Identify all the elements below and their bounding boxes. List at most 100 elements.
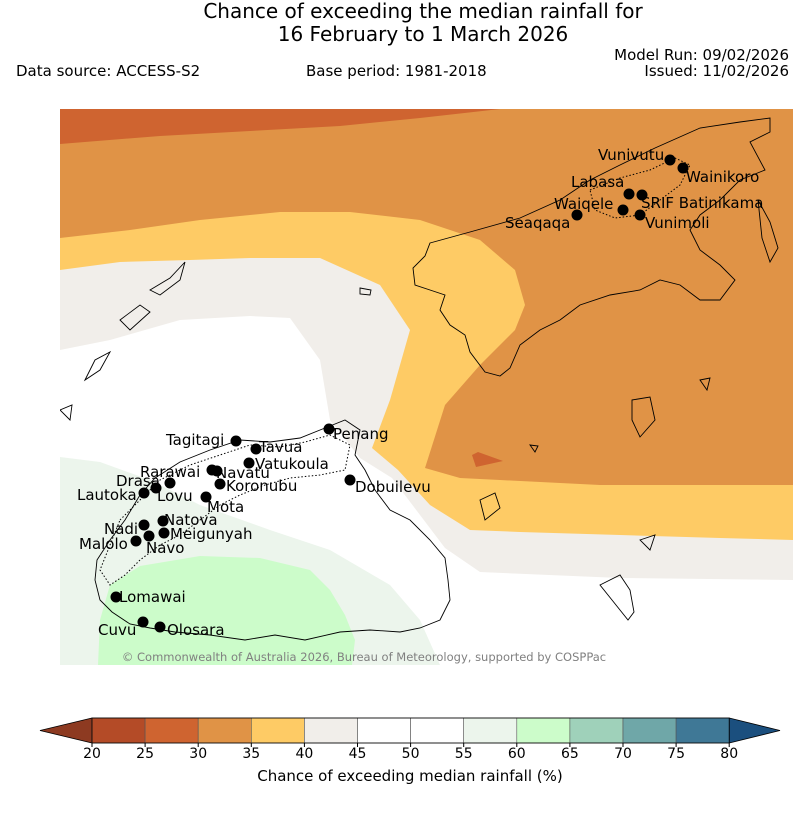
colorbar-segment-25-30 bbox=[144, 717, 199, 744]
issued-date: Issued: 11/02/2026 bbox=[644, 62, 789, 80]
station-label: Natova bbox=[164, 511, 218, 529]
station-label: Olosara bbox=[167, 621, 225, 639]
station-marker bbox=[158, 527, 170, 539]
coastlines bbox=[60, 117, 779, 641]
stations-layer: Vunivutu Wainikoro Labasa SRIF Batinikama Wa… bbox=[77, 146, 763, 639]
station-label: Navo bbox=[146, 539, 184, 557]
station-label: SRIF Batinikama bbox=[641, 194, 763, 212]
copyright-notice: © Commonwealth of Australia 2026, Bureau… bbox=[122, 650, 606, 664]
station-olosara: Olosara bbox=[154, 621, 225, 639]
map-title-line1: Chance of exceeding the median rainfall … bbox=[203, 0, 643, 23]
station-marker bbox=[157, 515, 169, 527]
station-marker bbox=[634, 209, 646, 221]
colorbar-segment-65-70 bbox=[569, 717, 624, 744]
station-marker bbox=[571, 209, 583, 221]
station-srif-batinikama: SRIF Batinikama bbox=[636, 189, 763, 212]
station-label: Tavua bbox=[258, 438, 302, 456]
station-label: Waiqele bbox=[554, 195, 613, 213]
station-label: Malolo bbox=[79, 535, 128, 553]
station-marker bbox=[250, 443, 262, 455]
colorbar-tick-label: 35 bbox=[242, 746, 260, 762]
colorbar-under-arrow bbox=[39, 717, 93, 744]
station-label: Vunivutu bbox=[598, 146, 664, 164]
colorbar-tick-label: 25 bbox=[136, 746, 154, 762]
station-tavua: Tavua bbox=[250, 438, 302, 456]
station-cuvu: Cuvu bbox=[98, 616, 149, 639]
data-source: Data source: ACCESS-S2 bbox=[16, 62, 201, 80]
station-label: Nadi bbox=[104, 520, 138, 538]
station-marker bbox=[164, 477, 176, 489]
station-seaqaqa: Seaqaqa bbox=[505, 209, 583, 232]
station-label: Lomawai bbox=[119, 588, 186, 606]
station-marker bbox=[230, 435, 242, 447]
station-meigunyah: Meigunyah bbox=[158, 525, 252, 543]
station-label: Labasa bbox=[571, 173, 624, 191]
colorbar-tick-label: 20 bbox=[83, 746, 101, 762]
station-marker bbox=[243, 457, 255, 469]
station-marker bbox=[344, 474, 356, 486]
colorbar-tick-label: 45 bbox=[349, 746, 367, 762]
station-lomawai: Lomawai bbox=[110, 588, 186, 606]
station-marker bbox=[150, 482, 162, 494]
colorbar-segment-60-65 bbox=[516, 717, 571, 744]
station-label: Seaqaqa bbox=[505, 214, 570, 232]
station-label: Vatukoula bbox=[255, 455, 329, 473]
station-marker bbox=[137, 616, 149, 628]
station-label: Penang bbox=[333, 425, 388, 443]
colorbar-tick-label: 70 bbox=[614, 746, 632, 762]
colorbar-segment-30-35 bbox=[197, 717, 252, 744]
station-label: Wainikoro bbox=[686, 168, 759, 186]
station-malolo: Malolo bbox=[79, 535, 142, 553]
station-label: Drasa bbox=[116, 472, 160, 490]
station-label: Koronubu bbox=[226, 477, 297, 495]
colorbar-tick-label: 30 bbox=[189, 746, 207, 762]
base-period: Base period: 1981-2018 bbox=[306, 62, 487, 80]
taveuni-coast bbox=[757, 199, 779, 264]
station-lovu: Lovu bbox=[150, 482, 193, 505]
colorbar-segment-45-50 bbox=[357, 717, 411, 744]
colorbar-tick-label: 80 bbox=[720, 746, 738, 762]
station-labasa: Labasa bbox=[571, 173, 635, 200]
map-fields bbox=[60, 109, 793, 665]
station-marker bbox=[154, 621, 166, 633]
station-label: Dobuilevu bbox=[355, 478, 431, 496]
colorbar-segment-50-55 bbox=[410, 717, 465, 744]
station-marker bbox=[623, 188, 635, 200]
colorbar-segment-40-45 bbox=[304, 717, 358, 744]
station-marker bbox=[143, 530, 155, 542]
station-marker bbox=[110, 591, 122, 603]
province-boundaries bbox=[99, 157, 691, 586]
station-koronubu: Koronubu bbox=[214, 477, 297, 495]
colorbar-segment-70-75 bbox=[622, 717, 677, 744]
station-label: Meigunyah bbox=[170, 525, 252, 543]
station-label: Mota bbox=[207, 498, 244, 516]
station-marker bbox=[138, 487, 150, 499]
colorbar: 20 25 30 35 40 45 50 55 60 65 70 75 80 Chance of exc… bbox=[39, 717, 781, 785]
station-navo: Navo bbox=[143, 530, 184, 557]
station-vunimoli: Vunimoli bbox=[634, 209, 710, 232]
colorbar-segment-20-25 bbox=[91, 717, 146, 744]
viti-levu-coast bbox=[94, 419, 451, 641]
colorbar-layer: 20 25 30 35 40 45 50 55 60 65 70 75 80 bbox=[39, 717, 781, 762]
station-label: Navatu bbox=[216, 464, 270, 482]
station-marker bbox=[200, 491, 212, 503]
station-label: Cuvu bbox=[98, 621, 136, 639]
station-drasa: Drasa bbox=[116, 472, 176, 490]
station-vatukoula: Vatukoula bbox=[243, 455, 329, 473]
colorbar-tick-label: 55 bbox=[455, 746, 473, 762]
station-marker bbox=[323, 423, 335, 435]
northwest-islets bbox=[60, 261, 186, 421]
lau-islets bbox=[359, 287, 711, 551]
colorbar-tick-label: 50 bbox=[402, 746, 420, 762]
vanua-levu-coast bbox=[412, 117, 771, 377]
station-marker bbox=[130, 535, 142, 547]
station-label: Rarawai bbox=[140, 463, 200, 481]
station-nadi: Nadi bbox=[104, 519, 150, 538]
colorbar-segment-35-40 bbox=[251, 717, 305, 744]
station-wainikoro: Wainikoro bbox=[677, 162, 759, 186]
station-marker bbox=[617, 204, 629, 216]
field-30-35 bbox=[60, 109, 793, 485]
colorbar-over-arrow bbox=[728, 717, 781, 744]
station-marker bbox=[664, 154, 676, 166]
station-penang: Penang bbox=[323, 423, 388, 443]
